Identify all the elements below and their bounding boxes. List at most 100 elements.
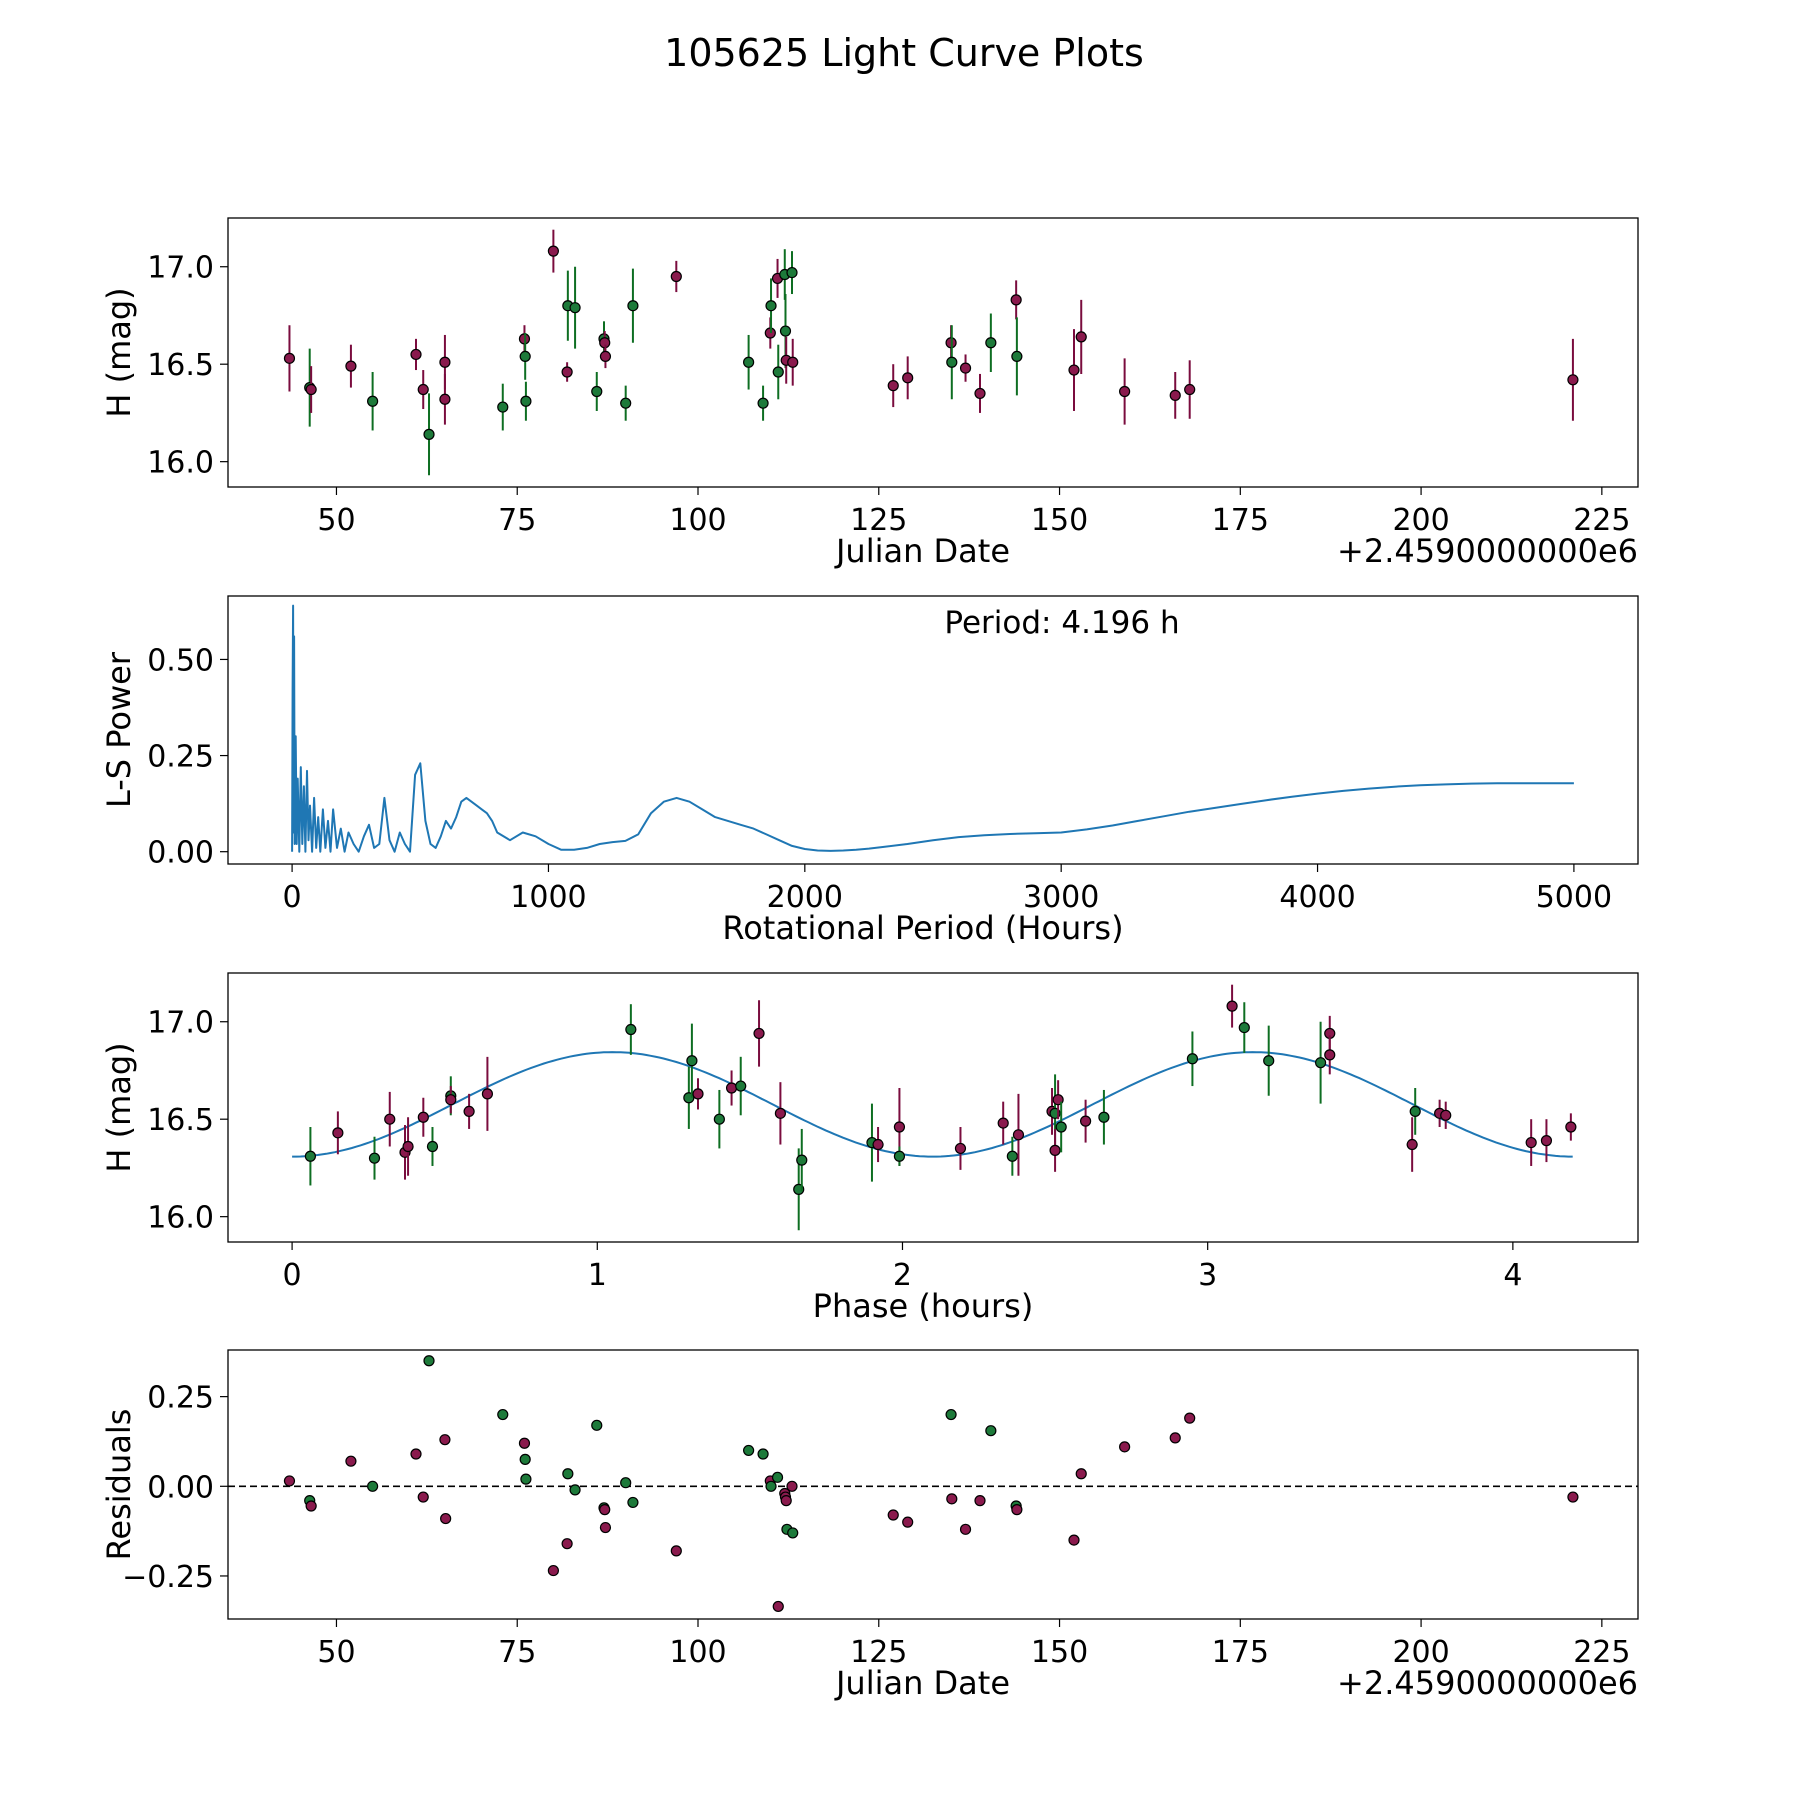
data-point (402, 1140, 414, 1153)
data-point (1263, 1055, 1275, 1067)
data-point (686, 1055, 698, 1067)
data-point (1186, 1053, 1199, 1065)
data-point (1068, 1534, 1080, 1546)
data-point (423, 428, 435, 440)
data-point (1525, 1136, 1537, 1149)
y-tick-label: 0.25 (147, 740, 214, 775)
data-point (368, 1152, 381, 1164)
y-tick-label: 0.00 (147, 1470, 214, 1505)
y-tick-label: 17.0 (147, 251, 214, 286)
x-tick-label: 2 (893, 1258, 912, 1293)
data-point (305, 1500, 317, 1512)
data-point (410, 348, 422, 361)
data-point (757, 1448, 769, 1460)
data-point (417, 1491, 429, 1503)
x-tick-label: 175 (1212, 503, 1269, 538)
data-point (1440, 1109, 1452, 1121)
periodogram-line (291, 604, 1574, 853)
y-tick-label: 0.50 (147, 643, 214, 678)
y-tick-label: 16.0 (147, 1201, 214, 1236)
data-point (367, 1480, 379, 1492)
data-point (985, 337, 997, 349)
x-tick-label: 225 (1573, 1635, 1630, 1670)
x-offset-label: +2.4590000000e6 (1337, 532, 1638, 570)
data-point (1540, 1135, 1553, 1147)
x-tick-label: 50 (317, 503, 355, 538)
x-tick-label: 200 (1392, 1635, 1449, 1670)
x-axis-label: Phase (hours) (813, 1287, 1034, 1325)
data-point (954, 1142, 967, 1155)
x-tick-label: 0 (283, 1258, 302, 1293)
data-point (780, 1495, 792, 1507)
data-point (902, 1516, 914, 1528)
data-point (625, 1023, 637, 1036)
data-point (757, 397, 769, 409)
data-point (439, 356, 451, 368)
data-point (520, 395, 532, 407)
data-point (1068, 364, 1080, 376)
axes-frame (227, 972, 1639, 1243)
data-point (304, 1150, 317, 1162)
x-tick-label: 3 (1198, 1258, 1217, 1293)
x-tick-label: 0 (283, 880, 302, 915)
y-axis-label: L-S Power (100, 651, 138, 808)
x-tick-label: 1 (588, 1258, 607, 1293)
x-tick-label: 150 (1031, 503, 1088, 538)
y-tick-label: 16.0 (147, 446, 214, 481)
panel-phased: 0 1 2 3 4 16.0 16.5 17.0 Phase (hours) H (mag) (100, 972, 1639, 1325)
y-tick-label: −0.25 (122, 1560, 214, 1595)
data-point (787, 1527, 799, 1539)
x-offset-label: +2.4590000000e6 (1337, 1664, 1638, 1702)
data-point (345, 1455, 357, 1467)
data-point (1169, 389, 1181, 401)
y-tick-label: 16.5 (147, 348, 214, 383)
data-point (518, 1437, 531, 1449)
data-point (985, 1425, 997, 1437)
data-point (946, 356, 958, 368)
panel-light-curve: 50 75 100 125 150 175 200 225 16.0 16.5 17.0 Julian… (100, 217, 1639, 570)
data-point (1079, 1115, 1092, 1127)
x-tick-label: 4000 (1279, 880, 1355, 915)
data-point (561, 1538, 573, 1550)
data-point (547, 245, 559, 257)
data-point (670, 270, 682, 283)
data-point (569, 302, 581, 314)
data-point (1119, 1441, 1131, 1453)
period-annotation: Period: 4.196 h (944, 605, 1179, 641)
data-point (787, 356, 799, 368)
data-point (627, 300, 639, 312)
x-tick-label: 125 (850, 1635, 907, 1670)
model-curve (292, 1051, 1573, 1158)
data-point (765, 1480, 777, 1492)
data-point (547, 1564, 559, 1577)
data-point (1098, 1111, 1110, 1123)
data-point (997, 1117, 1009, 1129)
data-point (786, 1480, 798, 1492)
y-tick-label: 0.00 (147, 836, 214, 871)
data-point (1567, 374, 1579, 386)
data-point (569, 1484, 581, 1496)
data-point (743, 1444, 755, 1457)
data-point (887, 380, 899, 392)
data-point (332, 1127, 344, 1139)
data-point (1006, 1150, 1018, 1162)
x-axis-label: Julian Date (834, 532, 1010, 570)
data-point (753, 1027, 765, 1040)
data-point (765, 300, 777, 312)
data-point (743, 356, 755, 368)
axes-frame (227, 217, 1639, 488)
x-tick-label: 100 (669, 503, 726, 538)
data-point (786, 266, 798, 279)
data-point (959, 1523, 972, 1535)
data-point (417, 383, 429, 396)
data-point (620, 397, 632, 409)
data-point (519, 1453, 531, 1465)
y-tick-label: 16.5 (147, 1103, 214, 1138)
data-point (1406, 1138, 1418, 1151)
data-point (481, 1088, 494, 1100)
x-tick-label: 50 (317, 1635, 355, 1670)
data-point (1314, 1057, 1327, 1069)
x-tick-label: 2000 (767, 880, 843, 915)
